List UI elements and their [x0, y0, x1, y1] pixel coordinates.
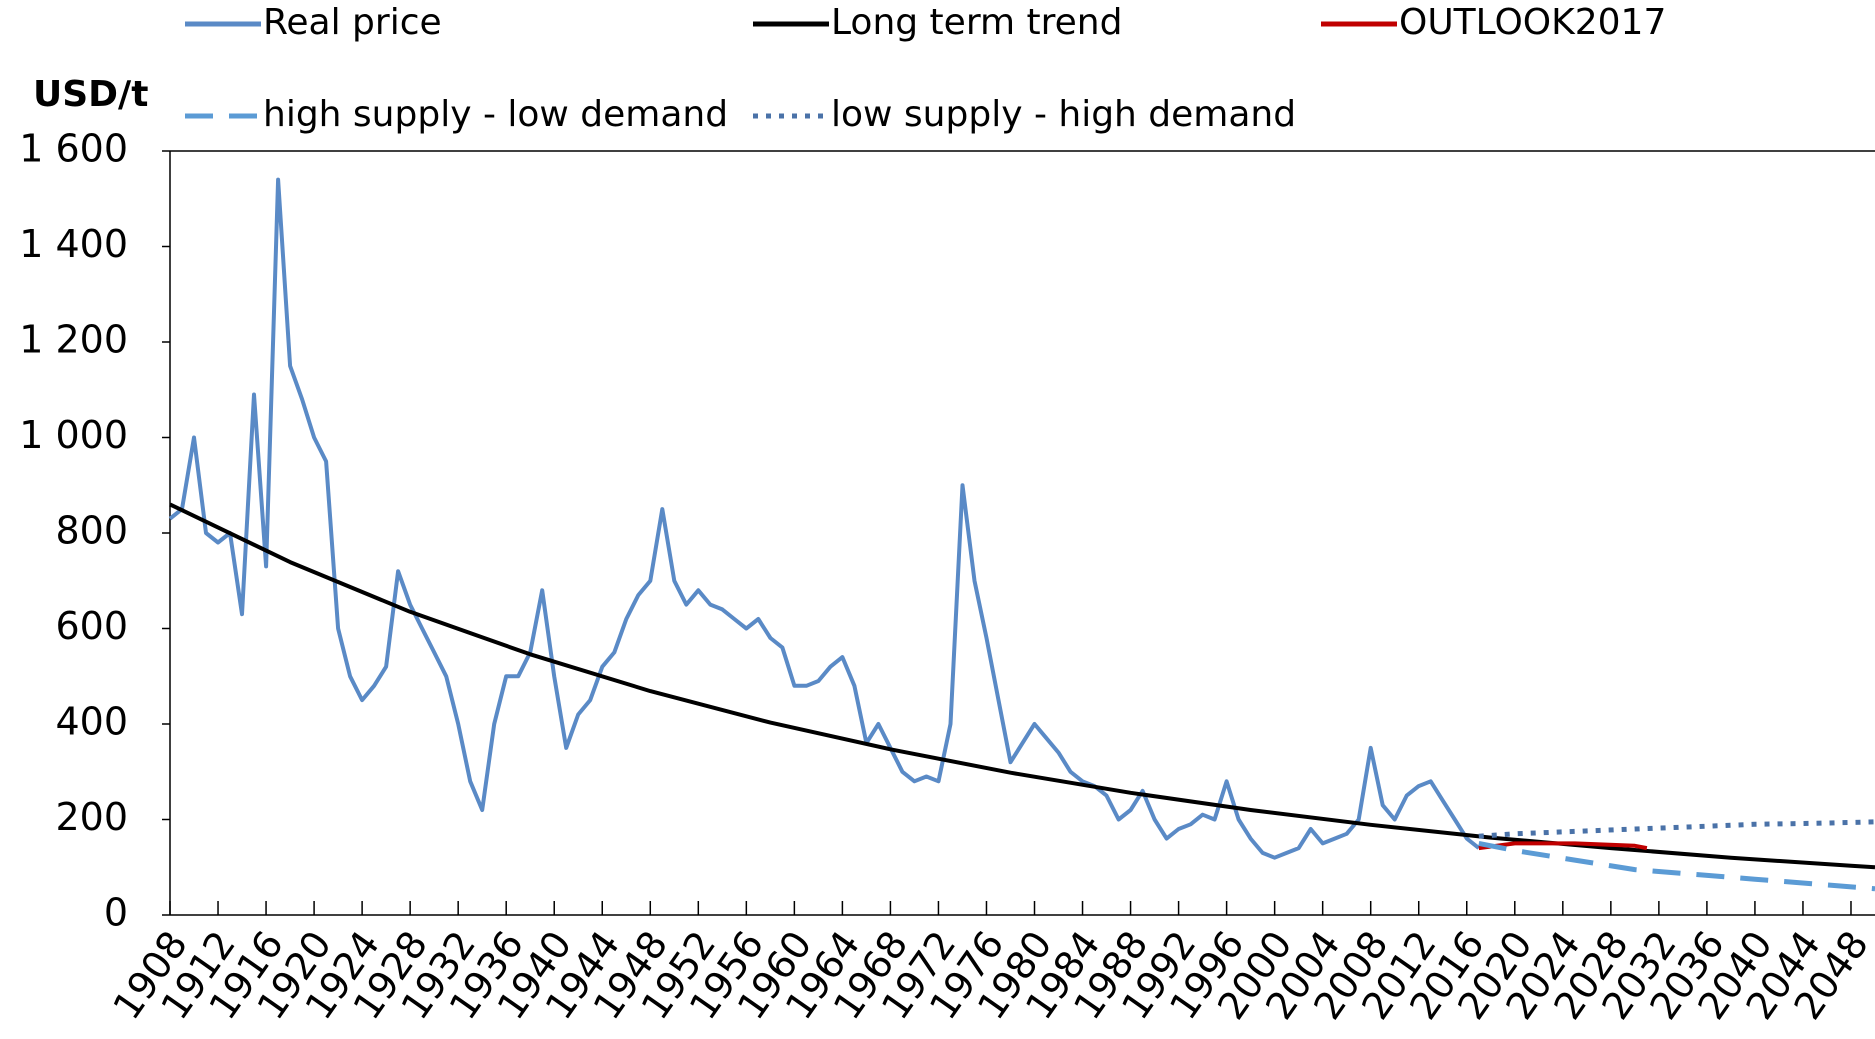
y-tick-label: 400 — [55, 700, 128, 744]
legend-label: high supply - low demand — [263, 94, 728, 135]
y-tick-label: 0 — [104, 891, 128, 935]
legend-label: OUTLOOK2017 — [1399, 2, 1666, 43]
series-line — [1478, 840, 1875, 892]
series-line — [1478, 841, 1648, 851]
y-tick-label: 200 — [55, 795, 128, 839]
y-tick-label: 1 200 — [19, 318, 128, 362]
series-line — [168, 177, 1481, 860]
y-tick-label: 600 — [55, 604, 128, 648]
legend-label: Long term trend — [831, 2, 1122, 43]
y-tick-label: 800 — [55, 509, 128, 553]
legend-label: low supply - high demand — [831, 94, 1296, 135]
y-tick-label: 1 000 — [19, 413, 128, 457]
y-tick-label: 1 400 — [19, 222, 128, 266]
legend-label: Real price — [263, 2, 442, 43]
series-line — [1478, 819, 1875, 839]
y-axis-label: USD/t — [33, 74, 148, 115]
y-tick-label: 1 600 — [19, 127, 128, 171]
series-line — [169, 502, 1875, 870]
